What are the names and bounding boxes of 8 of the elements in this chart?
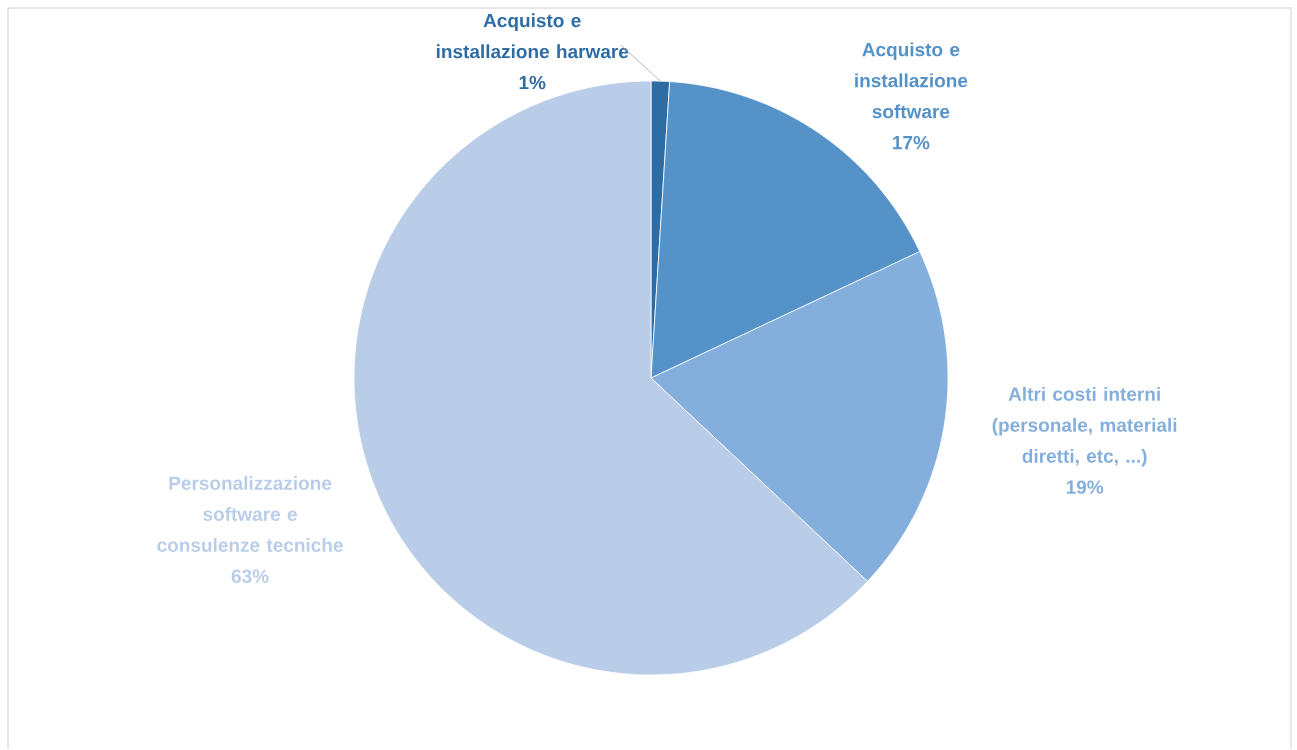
slice-label: Altri costi interni (personale, materiali diretti, etc, ...)	[992, 387, 1177, 467]
slice-label: Acquisto e installazione software	[855, 42, 968, 119]
data-label: 19%	[1066, 480, 1104, 495]
data-label: 1%	[519, 76, 546, 90]
slice-label: Personalizzazione software e consulenze tecniche	[157, 476, 343, 553]
data-label: 63%	[231, 569, 269, 584]
slice-label: Acquisto e installazione harware	[436, 13, 629, 59]
data-label: 17%	[893, 136, 930, 150]
